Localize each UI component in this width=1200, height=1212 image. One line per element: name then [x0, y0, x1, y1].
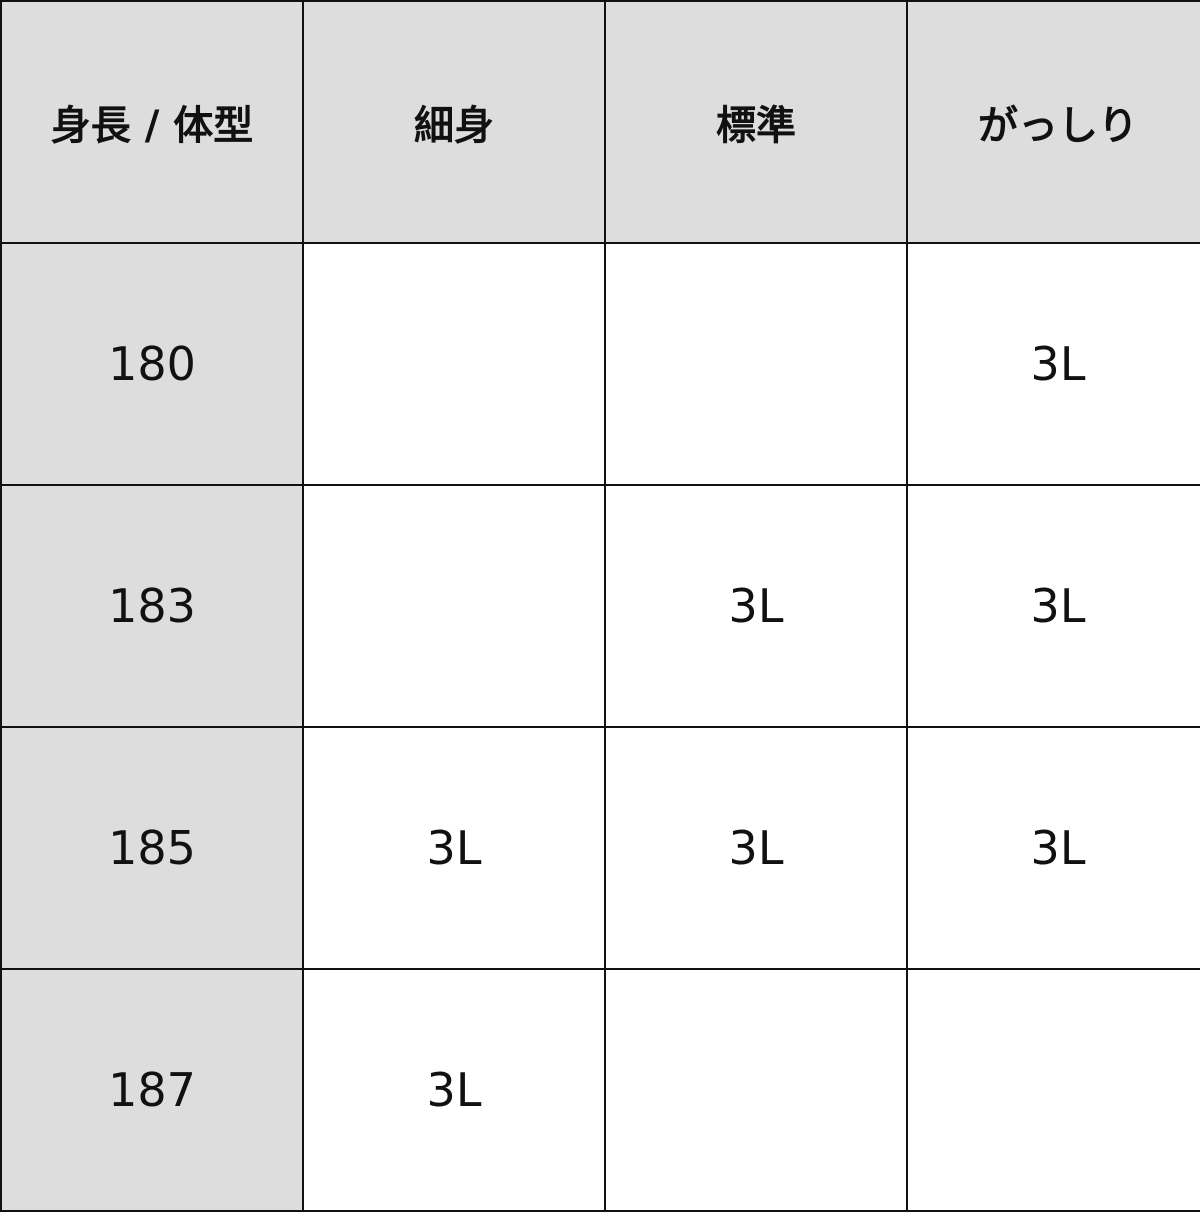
header-sturdy: がっしり	[906, 0, 1200, 244]
row-height: 180	[0, 242, 304, 486]
table-cell: 3L	[604, 484, 908, 728]
table-cell: 3L	[302, 968, 606, 1212]
table-cell	[906, 968, 1200, 1212]
row-height: 183	[0, 484, 304, 728]
table-cell	[302, 242, 606, 486]
row-height: 185	[0, 726, 304, 970]
table-cell: 3L	[604, 726, 908, 970]
table-row: 185 3L 3L 3L	[0, 726, 1200, 970]
table-row: 180 3L	[0, 242, 1200, 486]
table-cell	[302, 484, 606, 728]
header-slim: 細身	[302, 0, 606, 244]
table-cell: 3L	[906, 726, 1200, 970]
table-row: 187 3L	[0, 968, 1200, 1212]
table-cell: 3L	[906, 242, 1200, 486]
table-cell: 3L	[302, 726, 606, 970]
table-cell	[604, 242, 908, 486]
row-height: 187	[0, 968, 304, 1212]
table-cell	[604, 968, 908, 1212]
header-height-build: 身長 / 体型	[0, 0, 304, 244]
header-row: 身長 / 体型 細身 標準 がっしり	[0, 0, 1200, 244]
header-standard: 標準	[604, 0, 908, 244]
table-row: 183 3L 3L	[0, 484, 1200, 728]
table-cell: 3L	[906, 484, 1200, 728]
